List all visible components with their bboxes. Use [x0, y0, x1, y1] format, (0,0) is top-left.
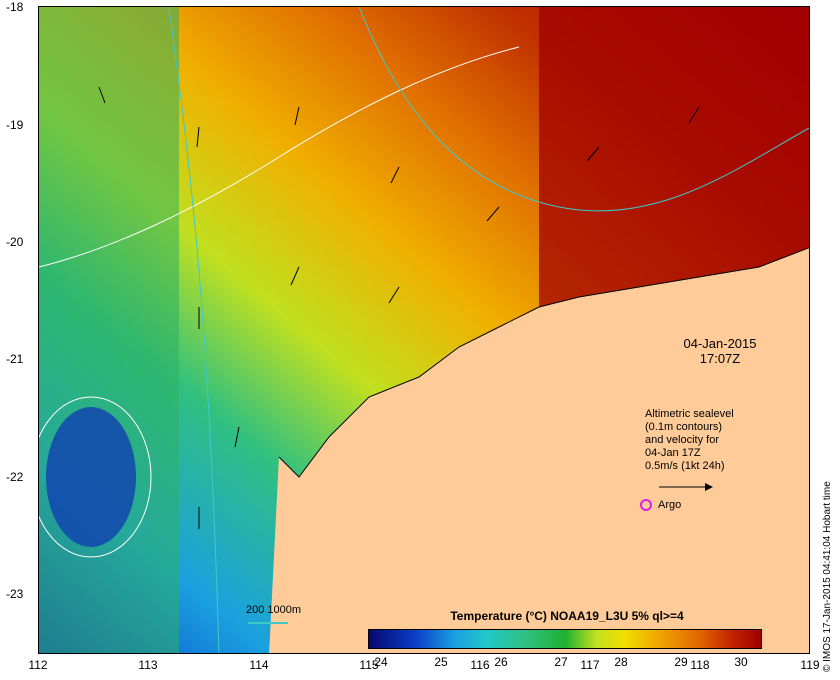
- x-tick-label: 118: [690, 658, 710, 672]
- x-tick-label: 112: [28, 658, 48, 672]
- colorbar-tick: 29: [674, 655, 688, 669]
- scale-arrowhead: [705, 483, 713, 491]
- velocity-vectors: [98, 86, 700, 529]
- land: [269, 247, 809, 653]
- depth-contour-swatch: [248, 622, 288, 624]
- y-tick-label: -23: [6, 587, 24, 601]
- x-tick-label: 115: [359, 658, 379, 672]
- colorbar-tick: 25: [434, 655, 448, 669]
- colorbar-tick: 26: [494, 655, 508, 669]
- date-annotation: 04-Jan-2015 17:07Z: [660, 336, 780, 366]
- colorbar-tick: 30: [734, 655, 748, 669]
- x-tick-label: 114: [249, 658, 269, 672]
- sst-map: [39, 7, 809, 653]
- temperature-colorbar: [368, 629, 762, 649]
- argo-legend: Argo: [640, 499, 682, 512]
- velocity-legend: Altimetric sealevel (0.1m contours) and …: [645, 408, 734, 473]
- sealevel-contour: [39, 46, 520, 268]
- y-tick-label: -18: [6, 0, 24, 14]
- coastline: [278, 247, 809, 478]
- map-area: [38, 6, 810, 654]
- legend-line: Altimetric sealevel: [645, 408, 734, 420]
- date-text: 04-Jan-2015: [683, 336, 757, 351]
- colorbar-tick: 24: [374, 655, 388, 669]
- green-band: [39, 7, 179, 653]
- warm-region: [539, 7, 809, 307]
- depth-contour-label: 200 1000m: [246, 604, 302, 616]
- y-tick-label: -21: [6, 352, 24, 366]
- y-tick-label: -22: [6, 470, 24, 484]
- y-tick-label: -19: [6, 118, 24, 132]
- colorbar-tick: 28: [614, 655, 628, 669]
- argo-circle-icon: [640, 499, 652, 512]
- x-tick-label: 119: [800, 658, 820, 672]
- x-tick-label: 113: [138, 658, 158, 672]
- time-text: 17:07Z: [699, 351, 741, 366]
- bathymetry-contour: [168, 7, 220, 653]
- x-tick-label: 117: [580, 658, 600, 672]
- credit-text: © IMOS 17-Jan-2015 04:41:04 Hobart time: [822, 481, 833, 672]
- bathymetry-contour: [358, 7, 809, 212]
- legend-line: and velocity for: [645, 434, 719, 446]
- colorbar-tick: 27: [554, 655, 568, 669]
- legend-line: 0.5m/s (1kt 24h): [645, 460, 725, 472]
- colorbar-title: Temperature (°C) NOAA19_L3U 5% ql>=4: [450, 609, 684, 623]
- y-tick-label: -20: [6, 235, 24, 249]
- argo-label: Argo: [658, 499, 682, 511]
- x-tick-label: 116: [470, 658, 490, 672]
- sealevel-contour: [39, 396, 152, 558]
- cold-eddy: [46, 407, 136, 547]
- legend-line: 04-Jan 17Z: [645, 447, 701, 459]
- legend-line: (0.1m contours): [645, 421, 723, 433]
